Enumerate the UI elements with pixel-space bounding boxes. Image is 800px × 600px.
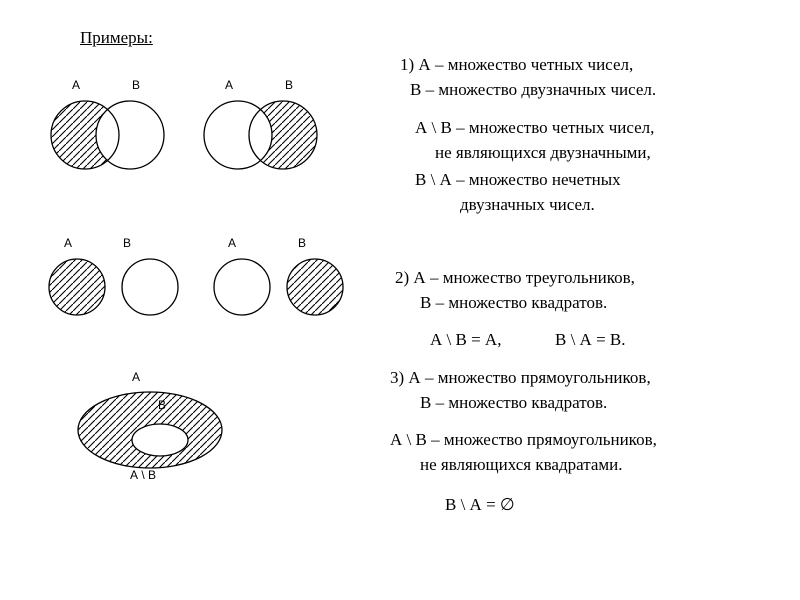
row2-pair1-label-b: В: [123, 236, 131, 250]
text-line-9a: А \ В = А,: [430, 330, 501, 350]
row1-pair2-label-b: В: [285, 78, 293, 92]
venn-disjoint-b-shaded: [210, 255, 360, 320]
text-line-10: 3) А – множество прямоугольников,: [390, 368, 651, 388]
text-line-3: А \ В – множество четных чисел,: [415, 118, 654, 138]
text-line-5: В \ А – множество нечетных: [415, 170, 621, 190]
venn-overlap-b-minus-a: [198, 95, 338, 175]
text-line-12: А \ В – множество прямоугольников,: [390, 430, 657, 450]
text-line-13: не являющихся квадратами.: [420, 455, 622, 475]
text-line-7: 2) А – множество треугольников,: [395, 268, 635, 288]
text-line-8: В – множество квадратов.: [420, 293, 607, 313]
text-line-14: В \ А = ∅: [445, 495, 515, 515]
row1-pair1-label-a: А: [72, 78, 80, 92]
page-title: Примеры:: [80, 28, 153, 48]
text-line-11: В – множество квадратов.: [420, 393, 607, 413]
row2-pair2-label-a: А: [228, 236, 236, 250]
row2-pair1-label-a: А: [64, 236, 72, 250]
text-line-9b: В \ А = В.: [555, 330, 626, 350]
venn-overlap-a-minus-b: [45, 95, 185, 175]
venn-nested-a-minus-b: [60, 385, 240, 475]
row1-pair2-label-a: А: [225, 78, 233, 92]
row1-pair1-label-b: В: [132, 78, 140, 92]
text-line-4: не являющихся двузначными,: [435, 143, 651, 163]
row2-pair2-label-b: В: [298, 236, 306, 250]
text-line-2: В – множество двузначных чисел.: [410, 80, 656, 100]
text-line-6: двузначных чисел.: [460, 195, 595, 215]
row3-label-a: А: [132, 370, 140, 384]
venn-disjoint-a-shaded: [45, 255, 195, 320]
text-line-1: 1) А – множество четных чисел,: [400, 55, 633, 75]
